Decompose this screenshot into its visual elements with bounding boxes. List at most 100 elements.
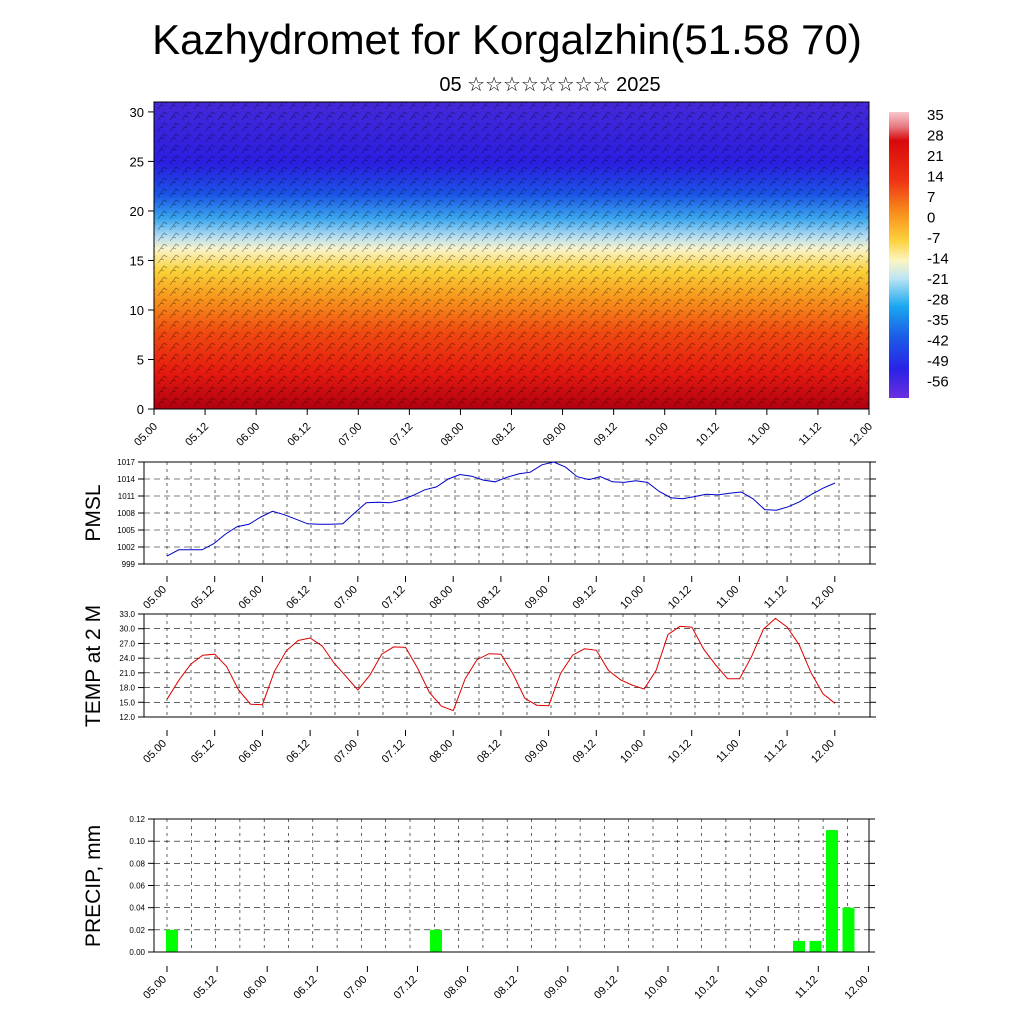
y-tick-label: 30.0 <box>119 625 135 634</box>
y-tick-label: 10 <box>130 303 144 318</box>
x-tick-label: 08.12 <box>490 421 518 449</box>
colorbar-label: -42 <box>927 333 949 350</box>
x-tick-label: 05.12 <box>189 738 217 766</box>
x-tick-label: 08.00 <box>427 584 455 612</box>
precip-bar <box>793 940 805 952</box>
x-tick-label: 08.12 <box>492 974 520 1002</box>
colorbar-label: 14 <box>927 169 944 186</box>
colorbar-label: 35 <box>927 107 944 124</box>
colorbar-label: -7 <box>927 230 940 247</box>
y-tick-label: 0 <box>137 402 144 417</box>
y-tick-label: 0.10 <box>129 837 145 846</box>
x-tick-label: 11.00 <box>714 584 741 611</box>
precip-panel: 0.000.020.040.060.080.100.12 05.00 05.12 0… <box>82 815 875 1002</box>
chart-title: Kazhydromet for Korgalzhin(51.58 70) <box>152 16 862 63</box>
colorbar-label: 21 <box>927 148 944 165</box>
y-tick-label: 0.12 <box>129 815 145 824</box>
x-tick-label: 07.00 <box>332 738 360 766</box>
x-tick-label: 11.12 <box>797 421 824 448</box>
x-tick-label: 05.00 <box>141 584 169 612</box>
y-tick-label: 18.0 <box>119 684 135 693</box>
x-tick-label: 06.00 <box>237 584 265 612</box>
y-tick-label: 1002 <box>117 543 135 552</box>
x-tick-label: 10.12 <box>692 974 720 1002</box>
x-tick-label: 11.00 <box>743 974 770 1001</box>
x-tick-label: 05.00 <box>141 738 169 766</box>
colorbar-label: -56 <box>927 374 949 391</box>
heatmap-x-axis: 05.00 05.12 06.00 06.12 07.00 07.12 08.00 08.12… <box>132 409 875 449</box>
x-tick-label: 07.12 <box>388 421 416 449</box>
x-tick-label: 07.12 <box>380 584 408 612</box>
temp-y-axis: 33.0 30.0 27.0 24.0 21.0 18.0 15.0 12.0 <box>119 610 876 722</box>
precip-bar <box>430 929 442 952</box>
temp-panel: 33.030.027.024.021.018.015.012.0 05.00 05… <box>82 605 876 766</box>
temp-frame <box>143 613 871 718</box>
x-tick-label: 05.12 <box>191 974 219 1002</box>
temp-grid <box>144 613 870 718</box>
precip-bar <box>166 929 178 952</box>
y-tick-label: 1008 <box>117 509 135 518</box>
x-tick-label: 09.00 <box>542 974 570 1002</box>
precip-y-axis-label: PRECIP, mm <box>82 825 105 947</box>
y-tick-label: 999 <box>122 560 136 569</box>
y-tick-label: 30 <box>130 105 144 120</box>
y-tick-label: 15 <box>130 253 144 268</box>
x-tick-label: 06.00 <box>234 421 262 449</box>
x-tick-label: 12.00 <box>809 738 837 766</box>
x-tick-label: 09.12 <box>592 421 620 449</box>
colorbar-label: 0 <box>927 210 935 227</box>
y-tick-label: 5 <box>137 352 144 367</box>
colorbar-label: 7 <box>927 189 935 206</box>
x-tick-label: 11.12 <box>793 974 820 1001</box>
y-tick-label: 1011 <box>118 492 136 501</box>
x-tick-label: 09.12 <box>592 974 620 1002</box>
y-tick-label: 25 <box>130 154 144 169</box>
x-tick-label: 10.00 <box>618 738 646 766</box>
precip-bars <box>166 830 855 952</box>
x-tick-label: 08.12 <box>475 738 503 766</box>
x-tick-label: 11.00 <box>714 738 741 765</box>
y-tick-label: 1017 <box>117 458 135 467</box>
x-tick-label: 06.00 <box>237 738 265 766</box>
y-tick-label: 15.0 <box>119 698 135 707</box>
x-tick-label: 07.12 <box>392 974 420 1002</box>
colorbar-label: -21 <box>927 271 949 288</box>
colorbar-label: -14 <box>927 251 949 268</box>
y-tick-label: 24.0 <box>119 654 135 663</box>
y-tick-label: 21.0 <box>119 669 135 678</box>
x-tick-label: 08.12 <box>475 584 503 612</box>
pmsl-y-axis: 999 1002 1005 1008 1011 1014 1017 <box>117 458 876 569</box>
chart-subtitle: 05 ☆☆☆☆☆☆☆☆ 2025 <box>439 74 661 96</box>
x-tick-label: 10.00 <box>643 421 671 449</box>
x-tick-label: 09.12 <box>570 738 598 766</box>
temp-y-axis-label: TEMP at 2 M <box>82 605 105 727</box>
x-tick-label: 11.12 <box>762 738 789 765</box>
x-tick-label: 09.00 <box>541 421 569 449</box>
colorbar-label: -49 <box>927 353 949 370</box>
x-tick-label: 10.00 <box>642 974 670 1002</box>
y-tick-label: 12.0 <box>119 713 135 722</box>
x-tick-label: 05.12 <box>183 421 211 449</box>
y-tick-label: 1005 <box>117 526 135 535</box>
x-tick-label: 05.00 <box>132 421 160 449</box>
x-tick-label: 05.12 <box>189 584 217 612</box>
pmsl-y-axis-label: PMSL <box>82 484 105 541</box>
heatmap-panel: 0 5 10 15 20 25 30 05.00 05.12 06.00 06.12 07.00 07… <box>130 101 875 449</box>
x-tick-label: 12.00 <box>843 974 871 1002</box>
x-tick-label: 10.12 <box>666 584 694 612</box>
x-tick-label: 07.12 <box>380 738 408 766</box>
precip-bar <box>826 830 838 952</box>
colorbar-label: 28 <box>927 128 944 145</box>
x-tick-label: 08.00 <box>427 738 455 766</box>
y-tick-label: 0.06 <box>129 882 145 891</box>
x-tick-label: 09.12 <box>570 584 598 612</box>
pmsl-series-line <box>166 461 836 557</box>
colorbar-label: -35 <box>927 312 949 329</box>
precip-frame <box>153 818 870 953</box>
precip-y-axis: 0.00 0.02 0.04 0.06 0.08 0.10 0.12 <box>129 815 875 957</box>
x-tick-label: 07.00 <box>336 421 364 449</box>
x-tick-label: 10.12 <box>694 421 722 449</box>
x-tick-label: 10.00 <box>618 584 646 612</box>
x-tick-label: 06.12 <box>291 974 319 1002</box>
